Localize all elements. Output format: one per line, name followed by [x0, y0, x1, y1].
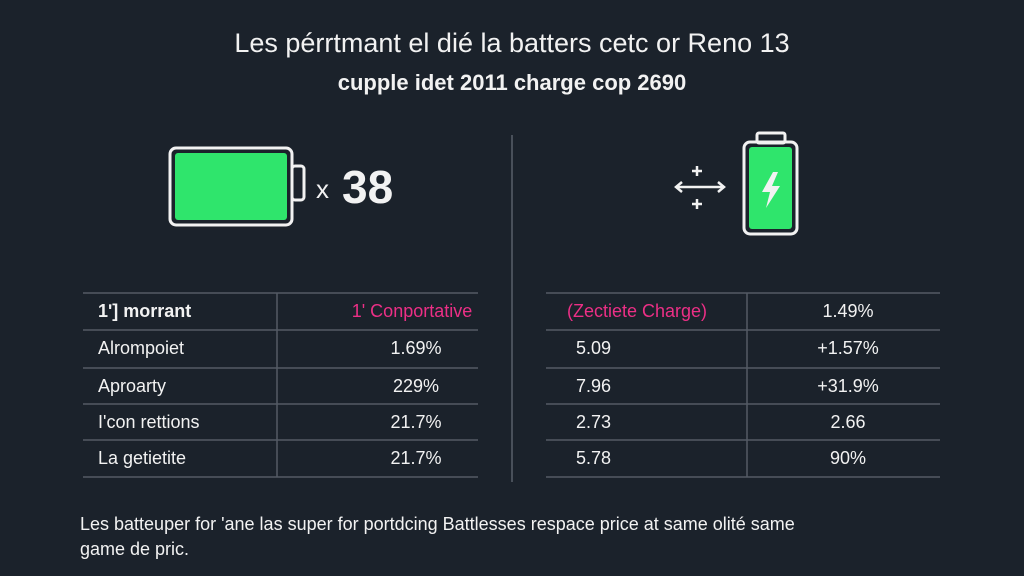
- table-cell: 2.73: [576, 412, 612, 432]
- table-cell: I'con rettions: [98, 412, 200, 432]
- table-cell: (Zectiete Charge): [567, 301, 708, 321]
- title: Les pérrtmant el dié la batters cetc or …: [234, 28, 790, 58]
- battery-outline: [742, 140, 799, 236]
- lightning-icon: [762, 172, 780, 208]
- table-cell: 21.7%: [390, 448, 442, 468]
- table-cell: +31.9%: [817, 376, 879, 396]
- table-cell: 21.7%: [390, 412, 442, 432]
- multiplier-value: 38: [342, 161, 393, 213]
- subtitle: cupple idet 2011 charge cop 2690: [337, 70, 687, 95]
- battery-nub: [290, 164, 306, 202]
- table-cell: 2.66: [830, 412, 866, 432]
- table-cell: 1ʹ Conportative: [351, 301, 473, 321]
- table-cell: 5.78: [576, 448, 612, 468]
- table-cell: 1.49%: [822, 301, 874, 321]
- exchange-icon: [674, 166, 726, 209]
- table-cell: La getietite: [98, 448, 187, 468]
- table-cell: Aproarty: [98, 376, 167, 396]
- table-cell: 90%: [829, 448, 867, 468]
- table-cell: 1ʹ] morrant: [98, 301, 192, 321]
- footer-text: Les batteuper for 'ane las super for por…: [80, 514, 795, 559]
- table-cell: +1.57%: [817, 338, 879, 358]
- table-cell: 1.69%: [390, 338, 442, 358]
- table-cell: 7.96: [576, 376, 612, 396]
- table-cell: Alrompoiet: [98, 338, 185, 358]
- table-cell: 5.09: [576, 338, 612, 358]
- battery-fill: [175, 153, 287, 220]
- multiplier: x: [316, 174, 329, 204]
- table-cell: 229%: [392, 376, 440, 396]
